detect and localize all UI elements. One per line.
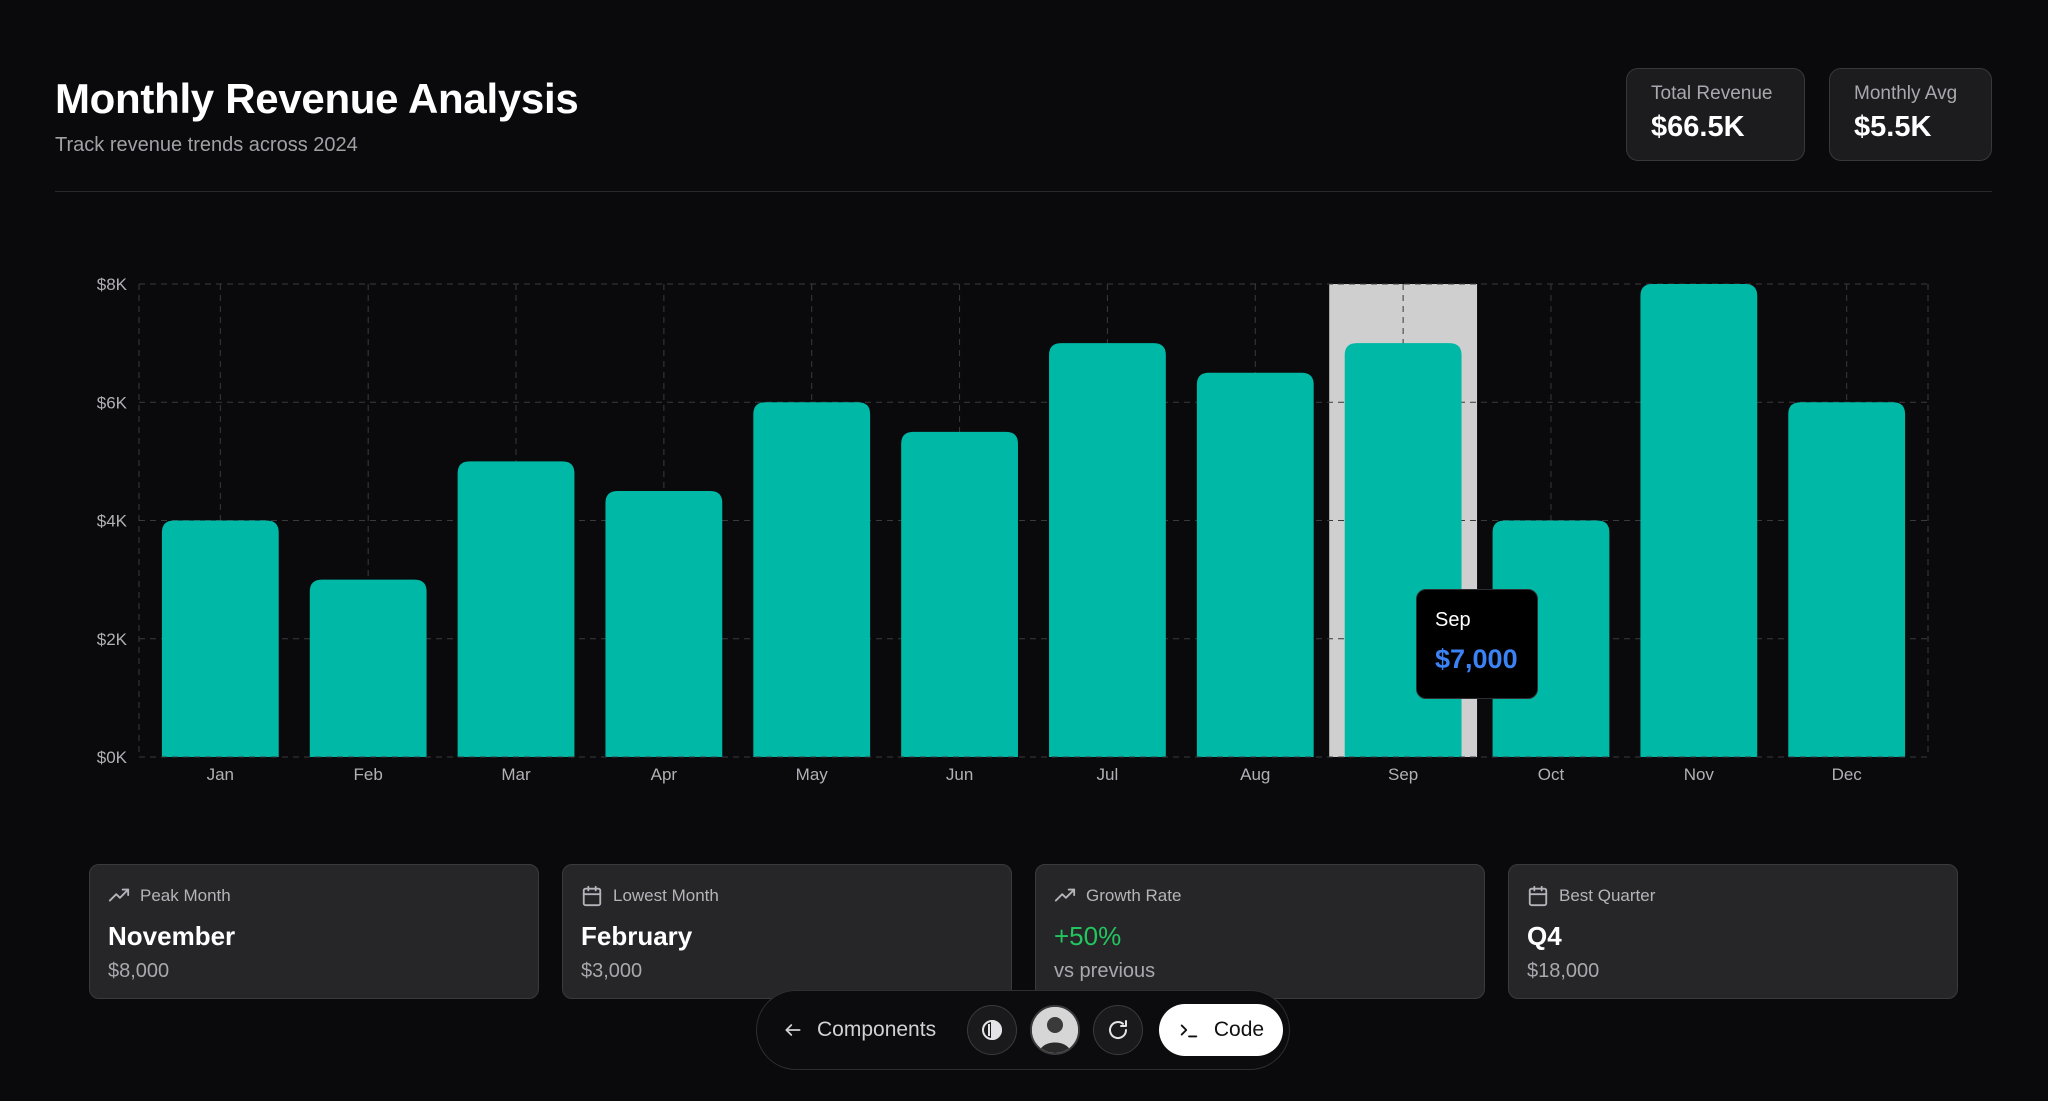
page-header: Monthly Revenue Analysis Track revenue t… (55, 72, 579, 157)
x-tick-label: Dec (1832, 765, 1863, 784)
info-value: November (108, 921, 236, 951)
x-tick-label: Apr (651, 765, 678, 784)
bar-aug (1196, 372, 1314, 757)
stat-label: Monthly Avg (1854, 83, 1958, 104)
total-revenue-card: Total Revenue $66.5K (1626, 68, 1805, 161)
growth-rate-card: Growth Rate +50% vs previous (1035, 864, 1485, 999)
y-tick-label: $2K (97, 630, 128, 649)
user-photo-icon (1032, 1007, 1078, 1053)
back-to-components-link[interactable]: Components (783, 1018, 936, 1042)
best-quarter-card: Best Quarter Q4 $18,000 (1508, 864, 1958, 999)
tooltip-label: Sep (1435, 609, 1471, 631)
y-tick-label: $0K (97, 748, 128, 767)
bar-jun (901, 431, 1018, 757)
revenue-bar-chart: $0K $2K $4K $6K $8K Jan Feb Mar Apr May Jun Jul Aug S… (97, 275, 1929, 784)
y-tick-label: $6K (97, 393, 128, 412)
x-tick-label: May (796, 765, 829, 784)
info-value: Q4 (1527, 921, 1562, 951)
page-subtitle: Track revenue trends across 2024 (55, 134, 358, 156)
bar-nov (1640, 284, 1758, 757)
info-label: Best Quarter (1559, 886, 1656, 905)
floating-toolbar: Components Code (756, 990, 1290, 1070)
lowest-month-card: Lowest Month February $3,000 (562, 864, 1012, 999)
tooltip-value: $7,000 (1435, 644, 1518, 674)
x-tick-label: Jun (946, 765, 973, 784)
refresh-icon (1109, 1020, 1128, 1039)
info-value: +50% (1054, 921, 1122, 951)
terminal-icon (1180, 1024, 1198, 1038)
x-tick-label: Sep (1388, 765, 1418, 784)
stat-label: Total Revenue (1651, 83, 1773, 104)
page-title: Monthly Revenue Analysis (55, 75, 579, 122)
x-tick-label: Feb (354, 765, 383, 784)
info-sub: vs previous (1054, 960, 1156, 982)
bar-mar (457, 461, 575, 757)
chart-tooltip: Sep $7,000 (1416, 589, 1538, 699)
x-tick-label: Jan (207, 765, 234, 784)
info-sub: $3,000 (581, 960, 643, 982)
info-label: Growth Rate (1086, 886, 1182, 905)
monthly-avg-card: Monthly Avg $5.5K (1829, 68, 1992, 161)
stat-value: $5.5K (1854, 111, 1932, 143)
info-value: February (581, 921, 693, 951)
trending-up-icon (1054, 888, 1076, 902)
header-divider (55, 191, 1992, 192)
y-tick-label: $4K (97, 512, 128, 531)
code-label: Code (1213, 1018, 1265, 1041)
trending-up-icon (108, 888, 130, 902)
refresh-button[interactable] (1093, 1005, 1143, 1055)
info-sub: $18,000 (1527, 960, 1600, 982)
bar-apr (605, 490, 723, 757)
bar-feb (309, 579, 427, 757)
bar-jan (161, 520, 279, 757)
arrow-left-icon (785, 1024, 801, 1036)
x-tick-label: Oct (1538, 765, 1565, 784)
peak-month-card: Peak Month November $8,000 (89, 864, 539, 999)
theme-toggle-icon (982, 1019, 1002, 1041)
x-tick-label: Aug (1240, 765, 1270, 784)
y-tick-label: $8K (97, 275, 128, 294)
bar-dec (1788, 402, 1906, 757)
x-tick-label: Jul (1097, 765, 1119, 784)
bar-jul (1049, 343, 1166, 757)
stat-value: $66.5K (1651, 111, 1745, 143)
bar-may (753, 402, 871, 757)
info-label: Peak Month (140, 886, 231, 905)
x-tick-label: Nov (1684, 765, 1715, 784)
code-button[interactable]: Code (1159, 1004, 1283, 1056)
avatar[interactable] (1030, 1005, 1080, 1055)
back-label: Components (817, 1018, 937, 1041)
theme-toggle-button[interactable] (967, 1005, 1017, 1055)
info-label: Lowest Month (613, 886, 719, 905)
x-tick-label: Mar (501, 765, 531, 784)
calendar-icon (1528, 885, 1548, 907)
calendar-icon (582, 885, 602, 907)
info-sub: $8,000 (108, 960, 170, 982)
